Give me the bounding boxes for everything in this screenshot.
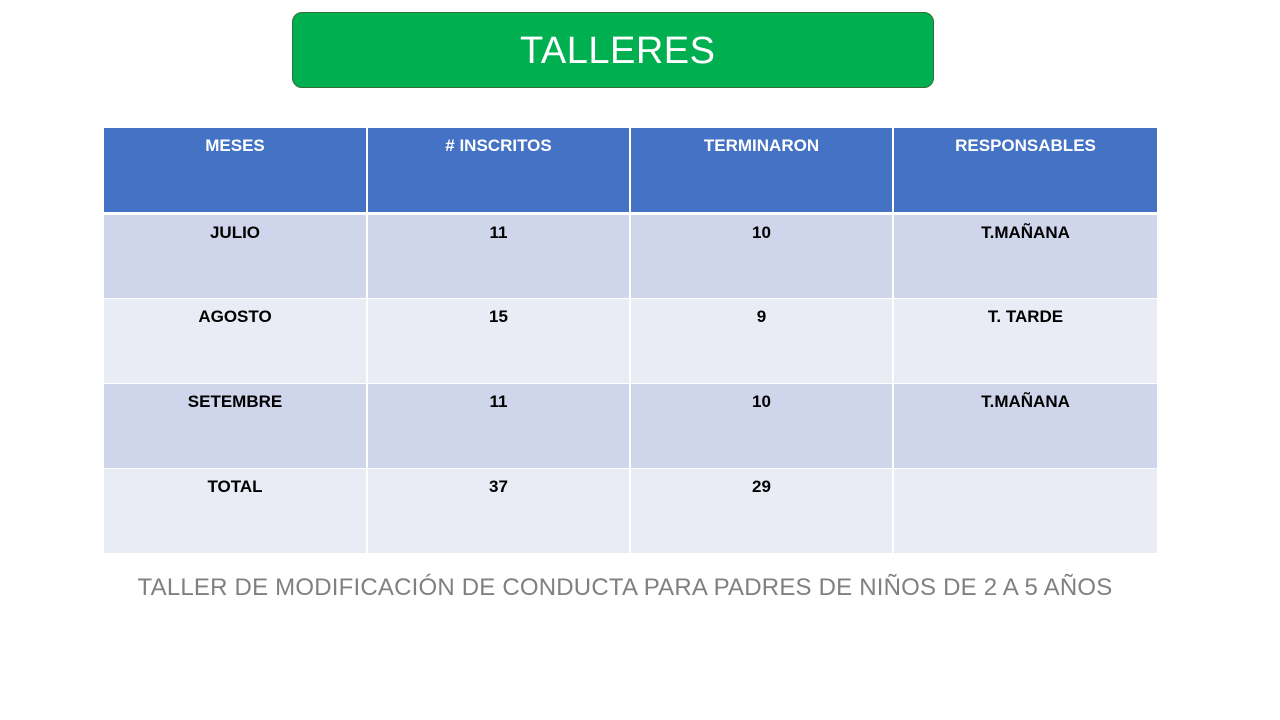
page-title: TALLERES [520,30,716,72]
header-inscritos: # INSCRITOS [367,128,631,215]
cell-total-inscritos: 37 [367,468,631,554]
cell-responsables: T.MAÑANA [893,213,1157,299]
talleres-table: MESES # INSCRITOS TERMINARON RESPONSABLE… [104,128,1157,554]
cell-total-terminaron: 29 [630,468,894,554]
table-row: SETEMBRE 11 10 T.MAÑANA [104,383,1157,469]
cell-total-label: TOTAL [104,468,368,554]
header-responsables: RESPONSABLES [893,128,1157,215]
cell-inscritos: 15 [367,298,631,384]
cell-inscritos: 11 [367,213,631,299]
cell-responsables: T. TARDE [893,298,1157,384]
header-meses: MESES [104,128,368,215]
cell-inscritos: 11 [367,383,631,469]
cell-responsables: T.MAÑANA [893,383,1157,469]
cell-terminaron: 9 [630,298,894,384]
cell-terminaron: 10 [630,383,894,469]
cell-mes: SETEMBRE [104,383,368,469]
title-banner: TALLERES [292,12,934,88]
cell-total-responsables [893,468,1157,554]
table-header-row: MESES # INSCRITOS TERMINARON RESPONSABLE… [104,128,1157,215]
table-row-total: TOTAL 37 29 [104,468,1157,554]
cell-terminaron: 10 [630,213,894,299]
cell-mes: JULIO [104,213,368,299]
table-row: JULIO 11 10 T.MAÑANA [104,213,1157,299]
header-terminaron: TERMINARON [630,128,894,215]
table-row: AGOSTO 15 9 T. TARDE [104,298,1157,384]
caption-text: TALLER DE MODIFICACIÓN DE CONDUCTA PARA … [137,574,1113,601]
cell-mes: AGOSTO [104,298,368,384]
